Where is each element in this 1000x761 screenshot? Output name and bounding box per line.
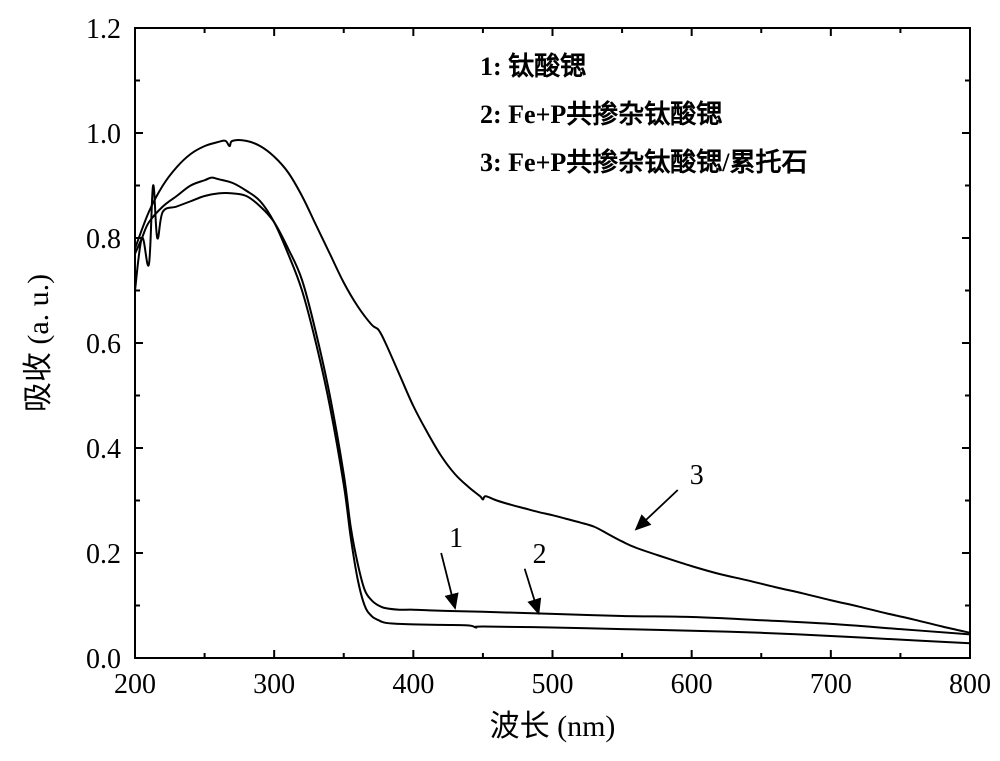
y-axis-label: 吸收 (a. u.) [22, 274, 55, 412]
absorption-chart: 2003004005006007008000.00.20.40.60.81.01… [0, 0, 1000, 761]
y-tick-label: 0.4 [86, 434, 121, 465]
x-tick-label: 300 [253, 669, 295, 700]
y-tick-label: 1.2 [86, 14, 121, 45]
x-tick-label: 500 [532, 669, 574, 700]
x-tick-label: 600 [671, 669, 713, 700]
y-tick-label: 0.0 [86, 644, 121, 675]
x-axis-label: 波长 (nm) [490, 710, 616, 743]
y-tick-label: 0.2 [86, 539, 121, 570]
x-tick-label: 700 [810, 669, 852, 700]
y-tick-label: 0.8 [86, 224, 121, 255]
annotation-label-2: 2 [533, 539, 547, 570]
x-tick-label: 800 [949, 669, 991, 700]
legend-item-1: 1: 钛酸锶 [480, 52, 586, 81]
y-tick-label: 0.6 [86, 329, 121, 360]
y-tick-label: 1.0 [86, 119, 121, 150]
annotation-label-3: 3 [690, 460, 704, 491]
legend-item-2: 2: Fe+P共掺杂钛酸锶 [480, 99, 722, 129]
legend-item-3: 3: Fe+P共掺杂钛酸锶/累托石 [480, 147, 808, 177]
annotation-label-1: 1 [449, 523, 463, 554]
x-tick-label: 400 [392, 669, 434, 700]
chart-container: 2003004005006007008000.00.20.40.60.81.01… [0, 0, 1000, 761]
